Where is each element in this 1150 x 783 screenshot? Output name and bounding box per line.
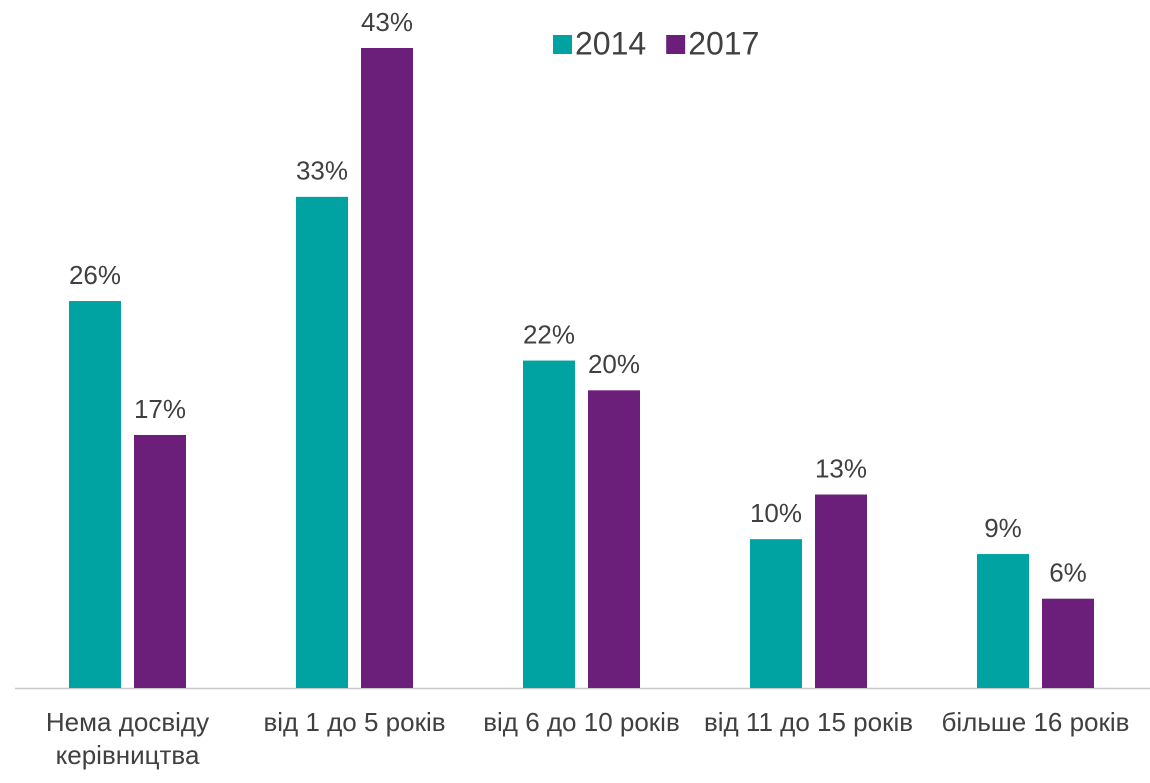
legend-swatch <box>553 35 572 54</box>
x-tick-label: Нема досвіду керівництва <box>45 707 210 770</box>
bar <box>69 301 121 688</box>
bar <box>134 434 186 688</box>
bar <box>1042 598 1094 688</box>
data-label: 9% <box>984 513 1022 543</box>
bar <box>977 554 1029 688</box>
x-tick-label: від 6 до 10 років <box>483 707 680 737</box>
bar <box>361 48 413 688</box>
legend-swatch <box>666 35 686 54</box>
data-label: 22% <box>523 319 575 349</box>
x-tick-label: від 11 до 15 років <box>703 707 914 737</box>
data-label: 33% <box>296 156 348 186</box>
data-label: 43% <box>361 7 413 37</box>
legend-label: 2017 <box>688 25 759 61</box>
legend-label: 2014 <box>575 25 646 61</box>
bar <box>750 539 802 688</box>
bar <box>815 494 867 688</box>
data-label: 6% <box>1049 558 1087 588</box>
data-label: 13% <box>815 453 867 483</box>
bar <box>296 196 348 688</box>
data-label: 20% <box>588 349 640 379</box>
bar <box>588 390 640 688</box>
x-tick-label: більше 16 років <box>941 707 1130 737</box>
data-label: 26% <box>69 260 121 290</box>
data-label: 17% <box>134 394 186 424</box>
bar <box>523 360 575 688</box>
data-label: 10% <box>750 498 802 528</box>
x-tick-label: від 1 до 5 років <box>263 707 446 737</box>
